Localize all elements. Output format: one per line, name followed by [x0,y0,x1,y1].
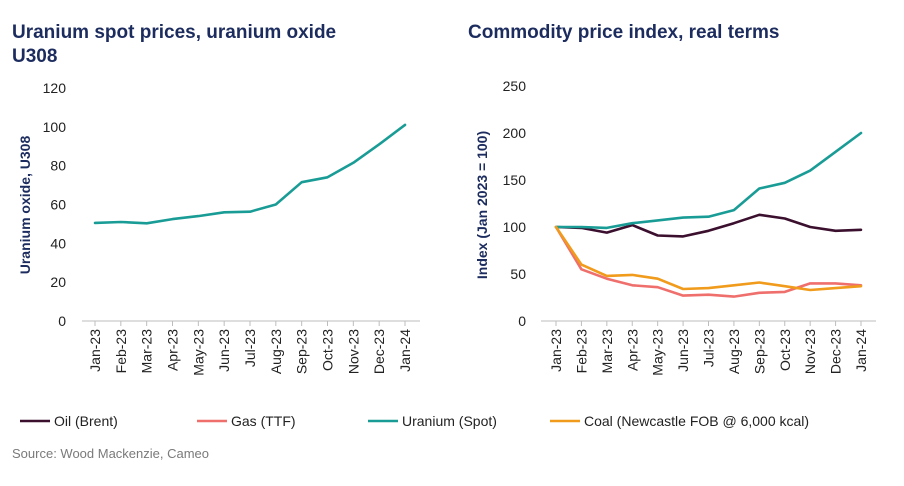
legend-label: Oil (Brent) [54,413,118,429]
x-tick-label: Feb-23 [573,329,589,374]
commodity-index-chart: Commodity price index, real terms Index … [468,22,876,376]
y-tick-label: 50 [510,266,526,282]
series-line-0 [554,213,863,238]
x-tick-label: Nov-23 [802,329,818,374]
x-tick-labels: Jan-23 Feb-23 Mar-23 Apr-23 May-23 Jun-23 Jul-… [548,321,869,376]
y-tick-label: 20 [50,274,66,290]
x-tick-labels: Jan-23 Feb-23 Mar-23 Apr-23 May-23 Jun-23 Jul-… [87,321,413,376]
y-axis-label: Uranium oxide, U308 [17,136,33,275]
y-tick-label: 200 [503,125,527,141]
series-line-1 [554,225,863,298]
legend: Oil (Brent) Gas (TTF) Uranium (Spot) Coal (… [20,413,809,429]
series-lines [554,131,863,298]
x-tick-label: Dec-23 [371,329,387,374]
y-tick-labels: 0 50 100 150 200 250 [503,78,527,329]
x-tick-label: Jun-23 [675,329,691,372]
x-tick-label: Dec-23 [828,329,844,374]
x-tick-label: Oct-23 [777,329,793,371]
x-tick-label: May-23 [650,329,666,376]
x-tick-label: Mar-23 [599,329,615,374]
legend-label: Coal (Newcastle FOB @ 6,000 kcal) [584,413,809,429]
series-line-2 [554,131,863,230]
x-tick-label: Jan-24 [853,329,869,372]
x-tick-label: Feb-23 [113,329,129,374]
x-tick-label: Jan-24 [397,329,413,372]
y-tick-label: 60 [50,197,66,213]
y-tick-label: 150 [503,172,527,188]
y-axis-label: Index (Jan 2023 = 100) [474,131,490,279]
series-line-0 [93,123,407,225]
x-tick-label: Nov-23 [345,329,361,374]
x-tick-label: Jul-23 [242,329,258,367]
y-tick-label: 80 [50,158,66,174]
x-tick-label: Jan-23 [87,329,103,372]
x-tick-label: May-23 [190,329,206,376]
uranium-spot-chart: Uranium spot prices, uranium oxide U308 … [12,22,420,376]
y-tick-label: 40 [50,235,66,251]
x-tick-label: Sep-23 [751,329,767,374]
x-tick-label: Jan-23 [548,329,564,372]
y-tick-label: 250 [503,78,527,94]
series-line-3 [554,225,863,292]
y-tick-label: 0 [518,313,526,329]
chart-title-line-2: U308 [12,46,57,67]
x-tick-label: Sep-23 [294,329,310,374]
chart-title-line-1: Uranium spot prices, uranium oxide [12,22,336,43]
y-tick-label: 0 [58,313,66,329]
x-tick-label: Jul-23 [701,329,717,367]
chart-title: Commodity price index, real terms [468,22,780,43]
x-tick-label: Oct-23 [320,329,336,371]
x-tick-label: Aug-23 [268,329,284,374]
source-note: Source: Wood Mackenzie, Cameo [12,446,209,461]
y-tick-label: 120 [43,80,67,96]
x-tick-label: Aug-23 [726,329,742,374]
x-tick-label: Apr-23 [624,329,640,371]
y-tick-labels: 0 20 40 60 80 100 120 [43,80,67,329]
legend-label: Uranium (Spot) [402,413,497,429]
series-lines [93,123,407,225]
legend-label: Gas (TTF) [231,413,296,429]
x-tick-label: Apr-23 [165,329,181,371]
x-tick-label: Mar-23 [139,329,155,374]
x-tick-label: Jun-23 [216,329,232,372]
y-tick-label: 100 [503,219,527,235]
y-tick-label: 100 [43,119,67,135]
